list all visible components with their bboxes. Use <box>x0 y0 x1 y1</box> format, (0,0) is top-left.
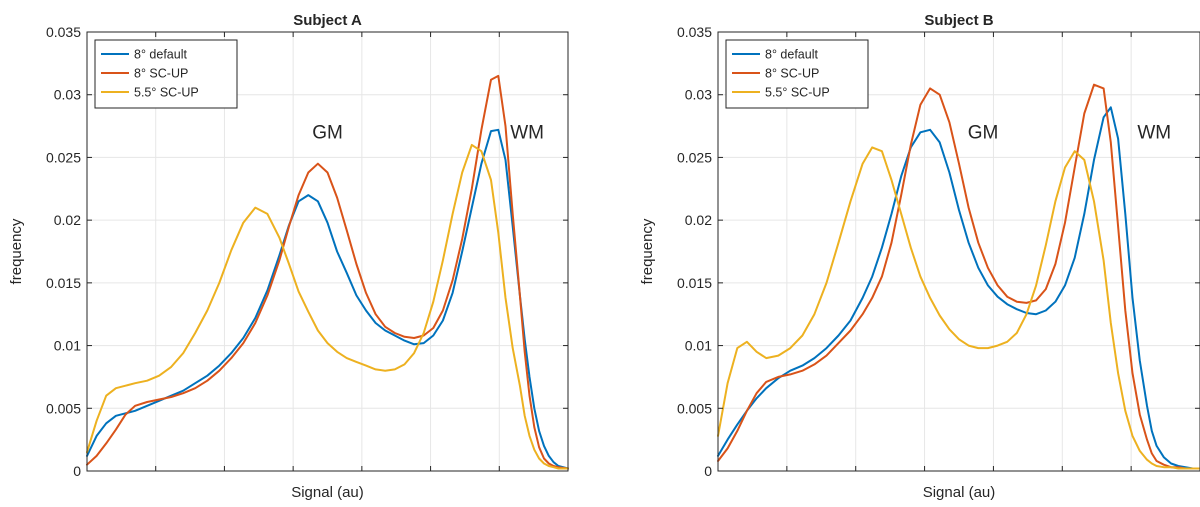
chart-1: 0 0.005 0.01 0.015 0.02 0.025 0.03 0.035 Subject… <box>8 12 569 501</box>
axes-box <box>86 31 569 472</box>
chart-title: Subject A <box>293 12 362 29</box>
y-tick-label: 0.025 <box>677 149 712 165</box>
annotation-gm: GM <box>968 123 999 144</box>
y-tick-label: 0 <box>73 463 81 479</box>
x-axis-label: Signal (au) <box>291 484 364 501</box>
y-tick-label: 0.005 <box>677 400 712 416</box>
legend-entry-3: 5.5° SC-UP <box>765 86 830 100</box>
axes-box <box>717 31 1200 472</box>
y-tick-label: 0.015 <box>677 275 712 291</box>
legend-entry-2: 8° SC-UP <box>765 67 819 81</box>
legend-entry-2: 8° SC-UP <box>134 67 188 81</box>
y-tick-label: 0 <box>704 463 712 479</box>
annotation-wm: WM <box>1137 123 1171 144</box>
y-tick-label: 0.035 <box>677 24 712 40</box>
annotation-wm: WM <box>510 123 544 144</box>
legend-entry-1: 8° default <box>134 48 187 62</box>
y-tick-label: 0.03 <box>685 87 712 103</box>
chart-title: Subject B <box>924 12 993 29</box>
legend: 8° default 8° SC-UP 5.5° SC-UP <box>725 39 869 109</box>
chart-2: 0 0.005 0.01 0.015 0.02 0.025 0.03 0.035 Subject… <box>639 12 1200 501</box>
series-line-3 <box>86 143 569 470</box>
y-tick-label: 0.02 <box>685 212 712 228</box>
y-tick-label: 0.03 <box>54 87 81 103</box>
y-tick-label: 0.035 <box>46 24 81 40</box>
y-tick-label: 0.01 <box>54 338 81 354</box>
annotation-gm: GM <box>312 123 343 144</box>
x-axis-label: Signal (au) <box>923 484 996 501</box>
legend-entry-1: 8° default <box>765 48 818 62</box>
y-tick-label: 0.01 <box>685 338 712 354</box>
series-line-2 <box>86 74 569 470</box>
y-axis-label: frequency <box>8 218 25 284</box>
y-tick-label: 0.015 <box>46 275 81 291</box>
y-tick-label: 0.02 <box>54 212 81 228</box>
y-tick-label: 0.025 <box>46 149 81 165</box>
y-tick-label: 0.005 <box>46 400 81 416</box>
series-line-2 <box>717 83 1200 470</box>
series-line-1 <box>717 106 1200 470</box>
y-axis-label: frequency <box>639 218 656 284</box>
legend: 8° default 8° SC-UP 5.5° SC-UP <box>94 39 238 109</box>
legend-entry-3: 5.5° SC-UP <box>134 86 199 100</box>
series-line-3 <box>717 146 1200 470</box>
